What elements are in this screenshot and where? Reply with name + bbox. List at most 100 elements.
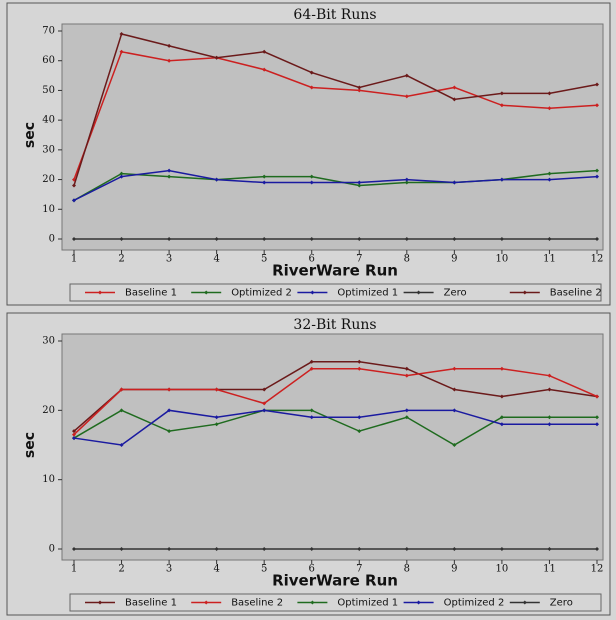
- x-tick-label: 12: [591, 564, 604, 575]
- x-tick-label: 9: [451, 564, 457, 575]
- point-marker: [357, 237, 362, 241]
- point-marker: [547, 177, 552, 182]
- point-marker: [595, 422, 599, 427]
- point-marker: [499, 237, 504, 241]
- point-marker: [167, 387, 172, 392]
- legend-label: Optimized 1: [337, 598, 398, 609]
- y-tick-label: 40: [42, 115, 55, 126]
- chart-title: 64-Bit Runs: [293, 7, 376, 23]
- point-marker: [547, 422, 552, 427]
- y-tick-label: 30: [42, 336, 55, 347]
- series-line: [73, 409, 597, 446]
- point-marker: [214, 177, 219, 182]
- y-axis-label: sec: [22, 432, 38, 458]
- point-marker: [309, 237, 314, 241]
- legend: [69, 593, 602, 612]
- point-marker: [547, 91, 552, 96]
- x-axis-label: RiverWare Run: [272, 572, 398, 590]
- x-tick-label: 6: [309, 254, 315, 265]
- point-marker: [357, 180, 362, 185]
- x-axis-label: RiverWare Run: [272, 262, 398, 280]
- point-marker: [499, 415, 504, 420]
- legend-marker: [98, 290, 102, 295]
- point-marker: [452, 547, 457, 551]
- x-tick-label: 2: [118, 254, 124, 265]
- plot-area: [61, 333, 604, 561]
- point-marker: [214, 547, 219, 551]
- point-marker: [119, 171, 124, 176]
- x-tick-label: 11: [543, 564, 556, 575]
- point-marker: [119, 408, 124, 413]
- point-marker: [72, 547, 76, 551]
- point-marker: [404, 180, 409, 185]
- point-marker: [72, 237, 76, 241]
- point-marker: [72, 432, 76, 437]
- x-tick-label: 3: [166, 254, 172, 265]
- series-line: [73, 50, 598, 180]
- point-marker: [547, 547, 552, 551]
- legend-label: Zero: [550, 598, 573, 609]
- x-tick-label: 5: [261, 254, 267, 265]
- legend-label: Baseline 1: [125, 288, 177, 299]
- point-marker: [595, 82, 599, 87]
- point-marker: [404, 73, 409, 78]
- point-marker: [119, 547, 124, 551]
- point-marker: [309, 70, 314, 75]
- point-marker: [309, 366, 314, 371]
- point-marker: [452, 97, 457, 102]
- x-tick-label: 7: [356, 254, 362, 265]
- point-marker: [357, 88, 362, 93]
- point-marker: [214, 422, 219, 427]
- series-line: [73, 169, 598, 202]
- x-tick-label: 1: [71, 564, 77, 575]
- point-marker: [357, 183, 362, 188]
- y-tick-label: 70: [42, 26, 55, 37]
- point-marker: [72, 436, 76, 441]
- point-marker: [452, 387, 457, 392]
- x-tick-label: 4: [213, 254, 219, 265]
- point-marker: [499, 547, 504, 551]
- point-marker: [547, 415, 552, 420]
- point-marker: [72, 198, 76, 203]
- point-marker: [499, 177, 504, 182]
- y-axis-label: sec: [22, 122, 38, 148]
- point-marker: [262, 387, 267, 392]
- x-tick-label: 7: [356, 564, 362, 575]
- y-tick-label: 0: [49, 234, 55, 245]
- point-marker: [262, 49, 267, 54]
- point-marker: [167, 547, 172, 551]
- x-tick-label: 12: [591, 254, 604, 265]
- point-marker: [357, 429, 362, 434]
- point-marker: [595, 174, 599, 179]
- y-tick-label: 20: [42, 174, 55, 185]
- point-marker: [595, 103, 599, 108]
- point-marker: [167, 174, 172, 179]
- legend-marker: [522, 290, 527, 295]
- point-marker: [404, 94, 409, 99]
- point-marker: [309, 408, 314, 413]
- point-marker: [595, 547, 599, 551]
- point-marker: [404, 237, 409, 241]
- y-tick-label: 20: [42, 405, 55, 416]
- point-marker: [119, 31, 124, 36]
- legend-marker: [416, 600, 421, 605]
- x-tick-label: 2: [118, 564, 124, 575]
- point-marker: [309, 85, 314, 90]
- point-marker: [547, 387, 552, 392]
- series-line: [73, 169, 598, 202]
- point-marker: [262, 237, 267, 241]
- point-marker: [452, 443, 457, 447]
- x-tick-label: 11: [543, 254, 556, 265]
- point-marker: [404, 408, 409, 413]
- y-tick-label: 50: [42, 85, 55, 96]
- point-marker: [214, 415, 219, 420]
- plot-area: [61, 23, 604, 251]
- point-marker: [547, 171, 552, 176]
- point-marker: [214, 237, 219, 241]
- point-marker: [309, 359, 314, 364]
- point-marker: [119, 443, 124, 447]
- point-marker: [167, 58, 172, 63]
- point-marker: [499, 103, 504, 108]
- point-marker: [547, 106, 552, 111]
